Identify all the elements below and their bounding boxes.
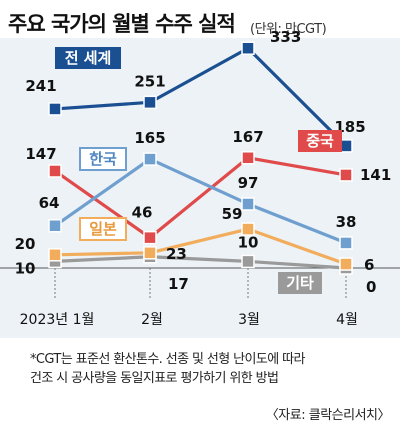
data-point-marker [241, 197, 255, 211]
data-value-label: 167 [232, 128, 263, 146]
data-value-label: 185 [334, 118, 365, 136]
series-line [54, 227, 347, 266]
data-point-marker [143, 230, 157, 245]
chart-title: 주요 국가의 월별 수주 실적 [8, 12, 236, 36]
data-value-label: 10 [238, 233, 259, 251]
data-value-label: 59 [222, 205, 243, 223]
data-value-label: 20 [15, 235, 36, 253]
data-value-label: 6 [364, 256, 374, 274]
data-value-label: 23 [166, 245, 187, 263]
series-tag-box [278, 272, 322, 294]
data-point-marker [241, 254, 255, 269]
data-value-label: 46 [132, 204, 153, 222]
data-value-label: 241 [25, 77, 56, 95]
data-point-marker [143, 152, 157, 166]
series-name-label: 일본 [89, 220, 117, 238]
footnote-line-1: *CGT는 표준선 환산톤수. 선종 및 선형 난이도에 따라 [30, 352, 305, 367]
series-tag-box [79, 217, 127, 241]
lines-layer [54, 46, 348, 270]
data-point-marker [143, 95, 157, 110]
series-name-label: 한국 [89, 150, 117, 168]
x-tick-label: 2023년 1월 [20, 312, 95, 328]
source-credit: 〈자료: 클락슨리서치〉 [265, 408, 391, 423]
x-tick-label: 4월 [336, 312, 358, 328]
markers-layer [48, 41, 353, 275]
series-name-label: 기타 [286, 274, 314, 292]
data-value-label: 64 [39, 194, 60, 212]
data-value-label: 10 [15, 259, 36, 277]
data-value-label: 141 [360, 166, 391, 184]
unit-label: (단위: 만CGT) [250, 22, 327, 37]
ticks-layer: 2023년 1월 2월 3월 4월 [20, 312, 358, 328]
data-point-marker [48, 219, 62, 233]
data-value-label: 17 [168, 275, 189, 293]
data-value-label: 251 [134, 72, 165, 90]
x-tick-label: 3월 [238, 312, 260, 328]
data-value-label: 333 [270, 28, 301, 46]
data-point-marker [339, 257, 353, 271]
series-name-label: 전 세계 [65, 49, 112, 67]
series-line [54, 46, 348, 148]
data-point-marker [48, 102, 62, 116]
footnote-line-2: 건조 시 공사량을 동일지표로 평가하기 위한 방법 [30, 371, 279, 386]
series-tag-box [298, 130, 342, 152]
series-tag-box [55, 47, 121, 69]
labels-layer: 10 17 10 0 20 23 59 6 147 46 167 141 64 165 97 38 241 251… [15, 28, 392, 296]
data-value-label: 165 [134, 129, 165, 147]
data-point-marker [143, 246, 157, 260]
data-value-label: 38 [336, 213, 357, 231]
data-point-marker [241, 41, 255, 55]
series-line [54, 156, 347, 240]
data-point-marker [339, 168, 353, 182]
series-line [54, 255, 347, 270]
plot-background [0, 38, 400, 338]
data-value-label: 147 [25, 145, 56, 163]
data-point-marker [241, 151, 255, 165]
x-tick-label: 2월 [141, 312, 163, 328]
data-value-label: 97 [238, 174, 259, 192]
series-line [54, 157, 347, 245]
data-point-marker [339, 236, 353, 250]
data-point-marker [48, 164, 62, 178]
series-name-label: 중국 [306, 132, 334, 150]
data-value-label: 0 [366, 278, 376, 296]
data-point-marker [241, 222, 255, 236]
footnote-area [0, 338, 400, 431]
series-tag-box [79, 147, 127, 171]
data-point-marker [48, 248, 62, 262]
